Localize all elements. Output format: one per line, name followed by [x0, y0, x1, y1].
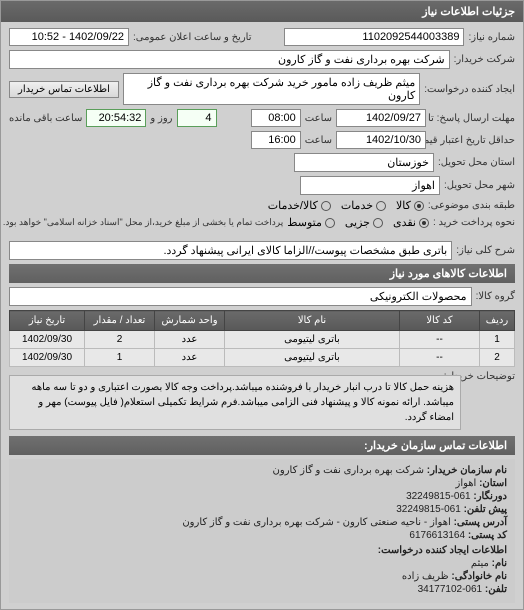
table-cell: باتری لیتیومی [225, 331, 400, 349]
table-cell: 1 [480, 331, 515, 349]
deadline-label: مهلت ارسال پاسخ: تا تاریخ: [430, 113, 515, 124]
cat-label: طبقه بندی موضوعی: [428, 200, 515, 211]
contact-phone: تلفن: 061-34177102 [17, 584, 507, 595]
days-label: روز و [150, 113, 172, 124]
col-code: کد کالا [400, 311, 480, 331]
table-cell: عدد [155, 331, 225, 349]
col-name: نام کالا [225, 311, 400, 331]
req-no-field: 1102092544003389 [284, 28, 464, 46]
city-label: شهر محل تحویل: [444, 180, 515, 191]
grp-label: گروه کالا: [476, 291, 515, 302]
creator-header: اطلاعات ایجاد کننده درخواست: [17, 545, 507, 556]
contact-section: نام سازمان خریدار: شرکت بهره برداری نفت … [9, 459, 515, 603]
table-cell: 1402/09/30 [10, 331, 85, 349]
panel-title: جزئیات اطلاعات نیاز [1, 1, 523, 22]
deadline-time-label: ساعت [305, 113, 332, 124]
table-cell: -- [400, 349, 480, 367]
contact-header: اطلاعات تماس سازمان خریدار: [9, 436, 515, 455]
col-row: ردیف [480, 311, 515, 331]
deadline-date-field: 1402/09/27 [336, 109, 426, 127]
details-panel: جزئیات اطلاعات نیاز شماره نیاز: 11020925… [0, 0, 524, 610]
remain-label: ساعت باقی مانده [9, 113, 82, 124]
time-remaining-field: 20:54:32 [86, 109, 146, 127]
table-row: 1--باتری لیتیومیعدد21402/09/30 [10, 331, 515, 349]
contact-addr: آدرس پستی: اهواز - ناحیه صنعتی کارون - ش… [17, 517, 507, 528]
table-header-row: ردیف کد کالا نام کالا واحد شمارش تعداد /… [10, 311, 515, 331]
goods-section-title: اطلاعات کالاهای مورد نیاز [9, 264, 515, 283]
deadline-time-field: 08:00 [251, 109, 301, 127]
pay-opt-label: جزیی [345, 216, 370, 229]
radio-icon [376, 201, 386, 211]
col-date: تاریخ نیاز [10, 311, 85, 331]
buyer-desc-label: توضیحات خریدار: [465, 371, 515, 382]
radio-icon [325, 218, 335, 228]
cat-opt-kala[interactable]: کالا [396, 199, 424, 212]
pay-note: پرداخت تمام یا بخشی از مبلغ خرید،از محل … [3, 217, 283, 228]
creator-field: میثم ظریف زاده مامور خرید شرکت بهره بردا… [123, 73, 420, 105]
radio-icon [414, 201, 424, 211]
panel-body: شماره نیاز: 1102092544003389 تاریخ و ساع… [1, 22, 523, 609]
buyer-name-field: شرکت بهره برداری نفت و گاز کارون [9, 50, 450, 69]
table-cell: 2 [480, 349, 515, 367]
valid-date-field: 1402/10/30 [336, 131, 426, 149]
buyer-name-label: شرکت خریدار: [454, 54, 515, 65]
col-unit: واحد شمارش [155, 311, 225, 331]
cat-opt-khadamat[interactable]: خدمات [341, 199, 386, 212]
cat-radio-group: کالا خدمات کالا/خدمات [268, 199, 424, 212]
cat-opt-label: خدمات [341, 199, 373, 212]
city-field: اهواز [300, 176, 440, 195]
contact-prov: استان: اهواز [17, 478, 507, 489]
table-cell: باتری لیتیومی [225, 349, 400, 367]
col-qty: تعداد / مقدار [85, 311, 155, 331]
radio-icon [373, 218, 383, 228]
announce-field: 1402/09/22 - 10:52 [9, 28, 129, 46]
desc-label: شرح کلی نیاز: [456, 245, 515, 256]
contact-info-button[interactable]: اطلاعات تماس خریدار [9, 81, 119, 98]
pay-opt-label: متوسط [287, 216, 322, 229]
buyer-desc-box: هزینه حمل کالا تا درب انبار خریدار با فر… [9, 375, 461, 430]
creator-label: ایجاد کننده درخواست: [424, 84, 515, 95]
cat-opt-both[interactable]: کالا/خدمات [268, 199, 331, 212]
cat-opt-label: کالا [396, 199, 411, 212]
cat-opt-label: کالا/خدمات [268, 199, 318, 212]
valid-time-label: ساعت [305, 135, 332, 146]
pay-opt-label: نقدی [393, 216, 416, 229]
pay-opt-naghdi[interactable]: نقدی [393, 216, 429, 229]
contact-family: نام خانوادگی: ظریف زاده [17, 571, 507, 582]
contact-org: نام سازمان خریدار: شرکت بهره برداری نفت … [17, 465, 507, 476]
contact-name: نام: میثم [17, 558, 507, 569]
contact-fax: پیش تلفن: 061-32249815 [17, 504, 507, 515]
desc-field: باتری طبق مشخصات پیوست//الزاما کالای ایر… [9, 241, 452, 260]
pay-opt-motevaset[interactable]: متوسط [287, 216, 335, 229]
table-cell: 2 [85, 331, 155, 349]
contact-tel: دورنگار: 061-32249815 [17, 491, 507, 502]
grp-field: محصولات الکترونیکی [9, 287, 472, 306]
contact-post: کد پستی: 6176613164 [17, 530, 507, 541]
pay-opt-jozee[interactable]: جزیی [345, 216, 383, 229]
radio-icon [419, 218, 429, 228]
province-field: خوزستان [294, 153, 434, 172]
table-row: 2--باتری لیتیومیعدد11402/09/30 [10, 349, 515, 367]
table-cell: -- [400, 331, 480, 349]
announce-label: تاریخ و ساعت اعلان عمومی: [133, 32, 252, 43]
table-cell: 1 [85, 349, 155, 367]
table-cell: 1402/09/30 [10, 349, 85, 367]
valid-time-field: 16:00 [251, 131, 301, 149]
goods-table: ردیف کد کالا نام کالا واحد شمارش تعداد /… [9, 310, 515, 367]
table-cell: عدد [155, 349, 225, 367]
province-label: استان محل تحویل: [438, 157, 515, 168]
pay-radio-group: نقدی جزیی متوسط [287, 216, 429, 229]
days-remaining-field: 4 [177, 109, 217, 127]
pay-label: نحوه پرداخت خرید : [433, 217, 515, 228]
radio-icon [321, 201, 331, 211]
req-no-label: شماره نیاز: [468, 32, 515, 43]
valid-label: حداقل تاریخ اعتبار قیمت: تا تاریخ: [430, 135, 515, 146]
